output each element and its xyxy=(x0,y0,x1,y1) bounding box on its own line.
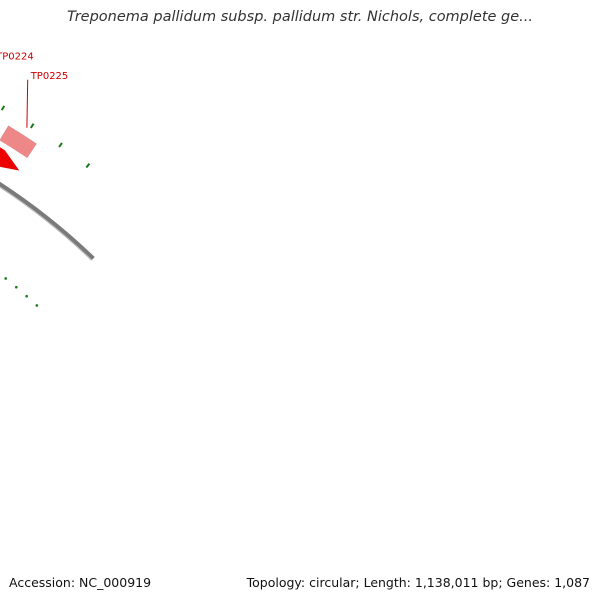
gene-label-tp0224: TP0224 xyxy=(0,52,34,63)
cog-tp0225 xyxy=(0,125,37,159)
scale-dot xyxy=(14,285,18,289)
gene-label-tp0225: TP0225 xyxy=(30,71,69,82)
genome-summary: Topology: circular; Length: 1,138,011 bp… xyxy=(246,575,590,590)
scale-dot xyxy=(35,304,39,307)
cog-track xyxy=(0,125,37,159)
scale-dot xyxy=(4,277,8,280)
outer-scale-tick xyxy=(58,142,63,148)
map-title: Treponema pallidum subsp. pallidum str. … xyxy=(66,9,534,25)
accession-text: Accession: NC_000919 xyxy=(9,575,152,590)
outer-scale-tick xyxy=(30,123,35,129)
scale-dot xyxy=(25,294,28,298)
gene-labels: TP0212rplQTP0214TP0215dnaKdnaJTP0218TP02… xyxy=(0,52,69,128)
scale-ticks: 214 kbp216 kbp218 kbp220 kbp222 kbp224 k… xyxy=(0,105,91,307)
outer-scale-tick xyxy=(85,162,91,169)
cds-tp0225 xyxy=(0,147,20,171)
outer-scale-tick xyxy=(0,105,6,111)
label-leader xyxy=(26,79,29,128)
cds-track xyxy=(0,147,20,171)
